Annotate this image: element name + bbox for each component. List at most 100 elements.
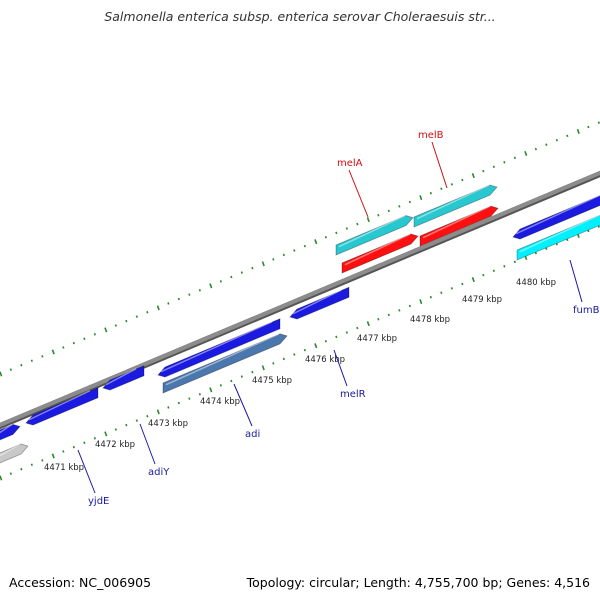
gene-adiY-region-shine [105, 368, 137, 386]
scale-label: 4480 kbp [516, 278, 556, 288]
gene-melA-lower [341, 233, 419, 274]
inner-tick [251, 370, 254, 374]
inner-tick [597, 225, 600, 228]
outer-tick [303, 244, 306, 248]
gene-label-melR: melR [340, 389, 366, 400]
inner-tick [555, 243, 558, 246]
outer-tick [503, 161, 506, 164]
genome-backbone [0, 170, 600, 430]
inner-tick [230, 379, 233, 383]
outer-tick [471, 173, 475, 179]
inner-tick [303, 348, 306, 352]
outer-tick [398, 205, 401, 208]
outer-tick [335, 231, 338, 235]
genome-summary: Topology: circular; Length: 4,755,700 bp… [246, 575, 590, 590]
scale-label: 4472 kbp [95, 440, 135, 450]
outer-tick [345, 227, 348, 230]
outer-tick [272, 258, 275, 261]
inner-tick [345, 331, 348, 334]
inner-tick [335, 335, 338, 339]
outer-tick [9, 368, 12, 371]
outer-tick [450, 183, 453, 186]
inner-tick [20, 467, 23, 471]
outer-tick [576, 128, 580, 134]
inner-tick [114, 428, 117, 431]
gene-adi-shine [165, 333, 280, 386]
gene-melR-region [289, 286, 350, 320]
gene-melA-body [335, 215, 414, 256]
inner-tick [188, 397, 191, 400]
inner-tick [398, 309, 401, 312]
inner-tick [513, 260, 516, 264]
gene-yjdE-region-shine [28, 390, 91, 421]
inner-tick [482, 273, 485, 277]
gene-adiY-region-body [102, 365, 145, 391]
inner-tick [146, 414, 149, 418]
gene-melB-lower-shine [422, 205, 491, 239]
gene-melA [335, 214, 414, 256]
gene-melB-shine [416, 184, 490, 220]
outer-tick [419, 195, 423, 201]
inner-tick-track [0, 225, 600, 481]
gene-adi-upper-body [157, 318, 281, 378]
outer-tick [209, 283, 213, 289]
outer-tick [72, 341, 75, 345]
inner-tick [293, 353, 296, 356]
inner-tick [282, 357, 285, 361]
inner-tick [9, 472, 12, 475]
outer-tick [135, 315, 138, 318]
outer-tick [156, 305, 160, 311]
outer-tick [545, 143, 548, 146]
gene-melB [413, 184, 498, 228]
outer-tick [492, 165, 495, 168]
inner-tick [545, 247, 548, 250]
gene-melB-lower-body [419, 205, 499, 247]
gene-fumB-body [516, 214, 600, 261]
inner-tick [566, 238, 569, 242]
inner-tick [534, 251, 537, 255]
outer-tick [93, 333, 96, 336]
inner-tick [104, 431, 108, 437]
inner-tick [198, 392, 201, 396]
gene-right-blue [512, 194, 600, 240]
outer-tick [114, 324, 117, 327]
inner-tick [324, 340, 327, 343]
scale-label: 4479 kbp [462, 295, 502, 305]
scale-label: 4476 kbp [305, 355, 345, 365]
inner-tick [471, 277, 475, 283]
outer-tick [125, 319, 128, 323]
gene-left-blue-a-body [0, 424, 21, 441]
inner-tick [167, 406, 170, 409]
inner-tick [440, 291, 443, 295]
gene-left-gray-shine [0, 443, 21, 457]
outer-tick [366, 217, 370, 223]
inner-tick [387, 313, 390, 317]
inner-tick [83, 441, 86, 444]
outer-tick [20, 363, 23, 367]
outer-tick [461, 178, 464, 182]
gene-adiY-region [102, 365, 145, 391]
gene-fumB [516, 214, 600, 261]
gene-adi-upper [157, 318, 281, 378]
leader-adiY [139, 423, 156, 465]
outer-tick [251, 266, 254, 270]
gene-melA-lower-shine [344, 233, 411, 266]
inner-tick [450, 287, 453, 290]
gene-label-adiY: adiY [148, 467, 170, 478]
scale-label: 4471 kbp [44, 463, 84, 473]
gene-melR-region-shine [292, 289, 342, 315]
outer-tick [41, 355, 44, 358]
gene-label-fumB: fumB [573, 305, 600, 316]
outer-tick [482, 169, 485, 173]
inner-tick [93, 437, 96, 440]
gene-fumB-shine [519, 214, 600, 253]
inner-tick [0, 475, 3, 481]
gene-yjdE-region [25, 387, 99, 426]
outer-tick [597, 121, 600, 124]
outer-tick [240, 271, 243, 274]
gene-left-gray [0, 443, 29, 464]
outer-tick [104, 327, 108, 333]
gene-labels: melB melA yjdE adiY adi melR fumB [77, 130, 600, 507]
outer-tick [566, 134, 569, 138]
